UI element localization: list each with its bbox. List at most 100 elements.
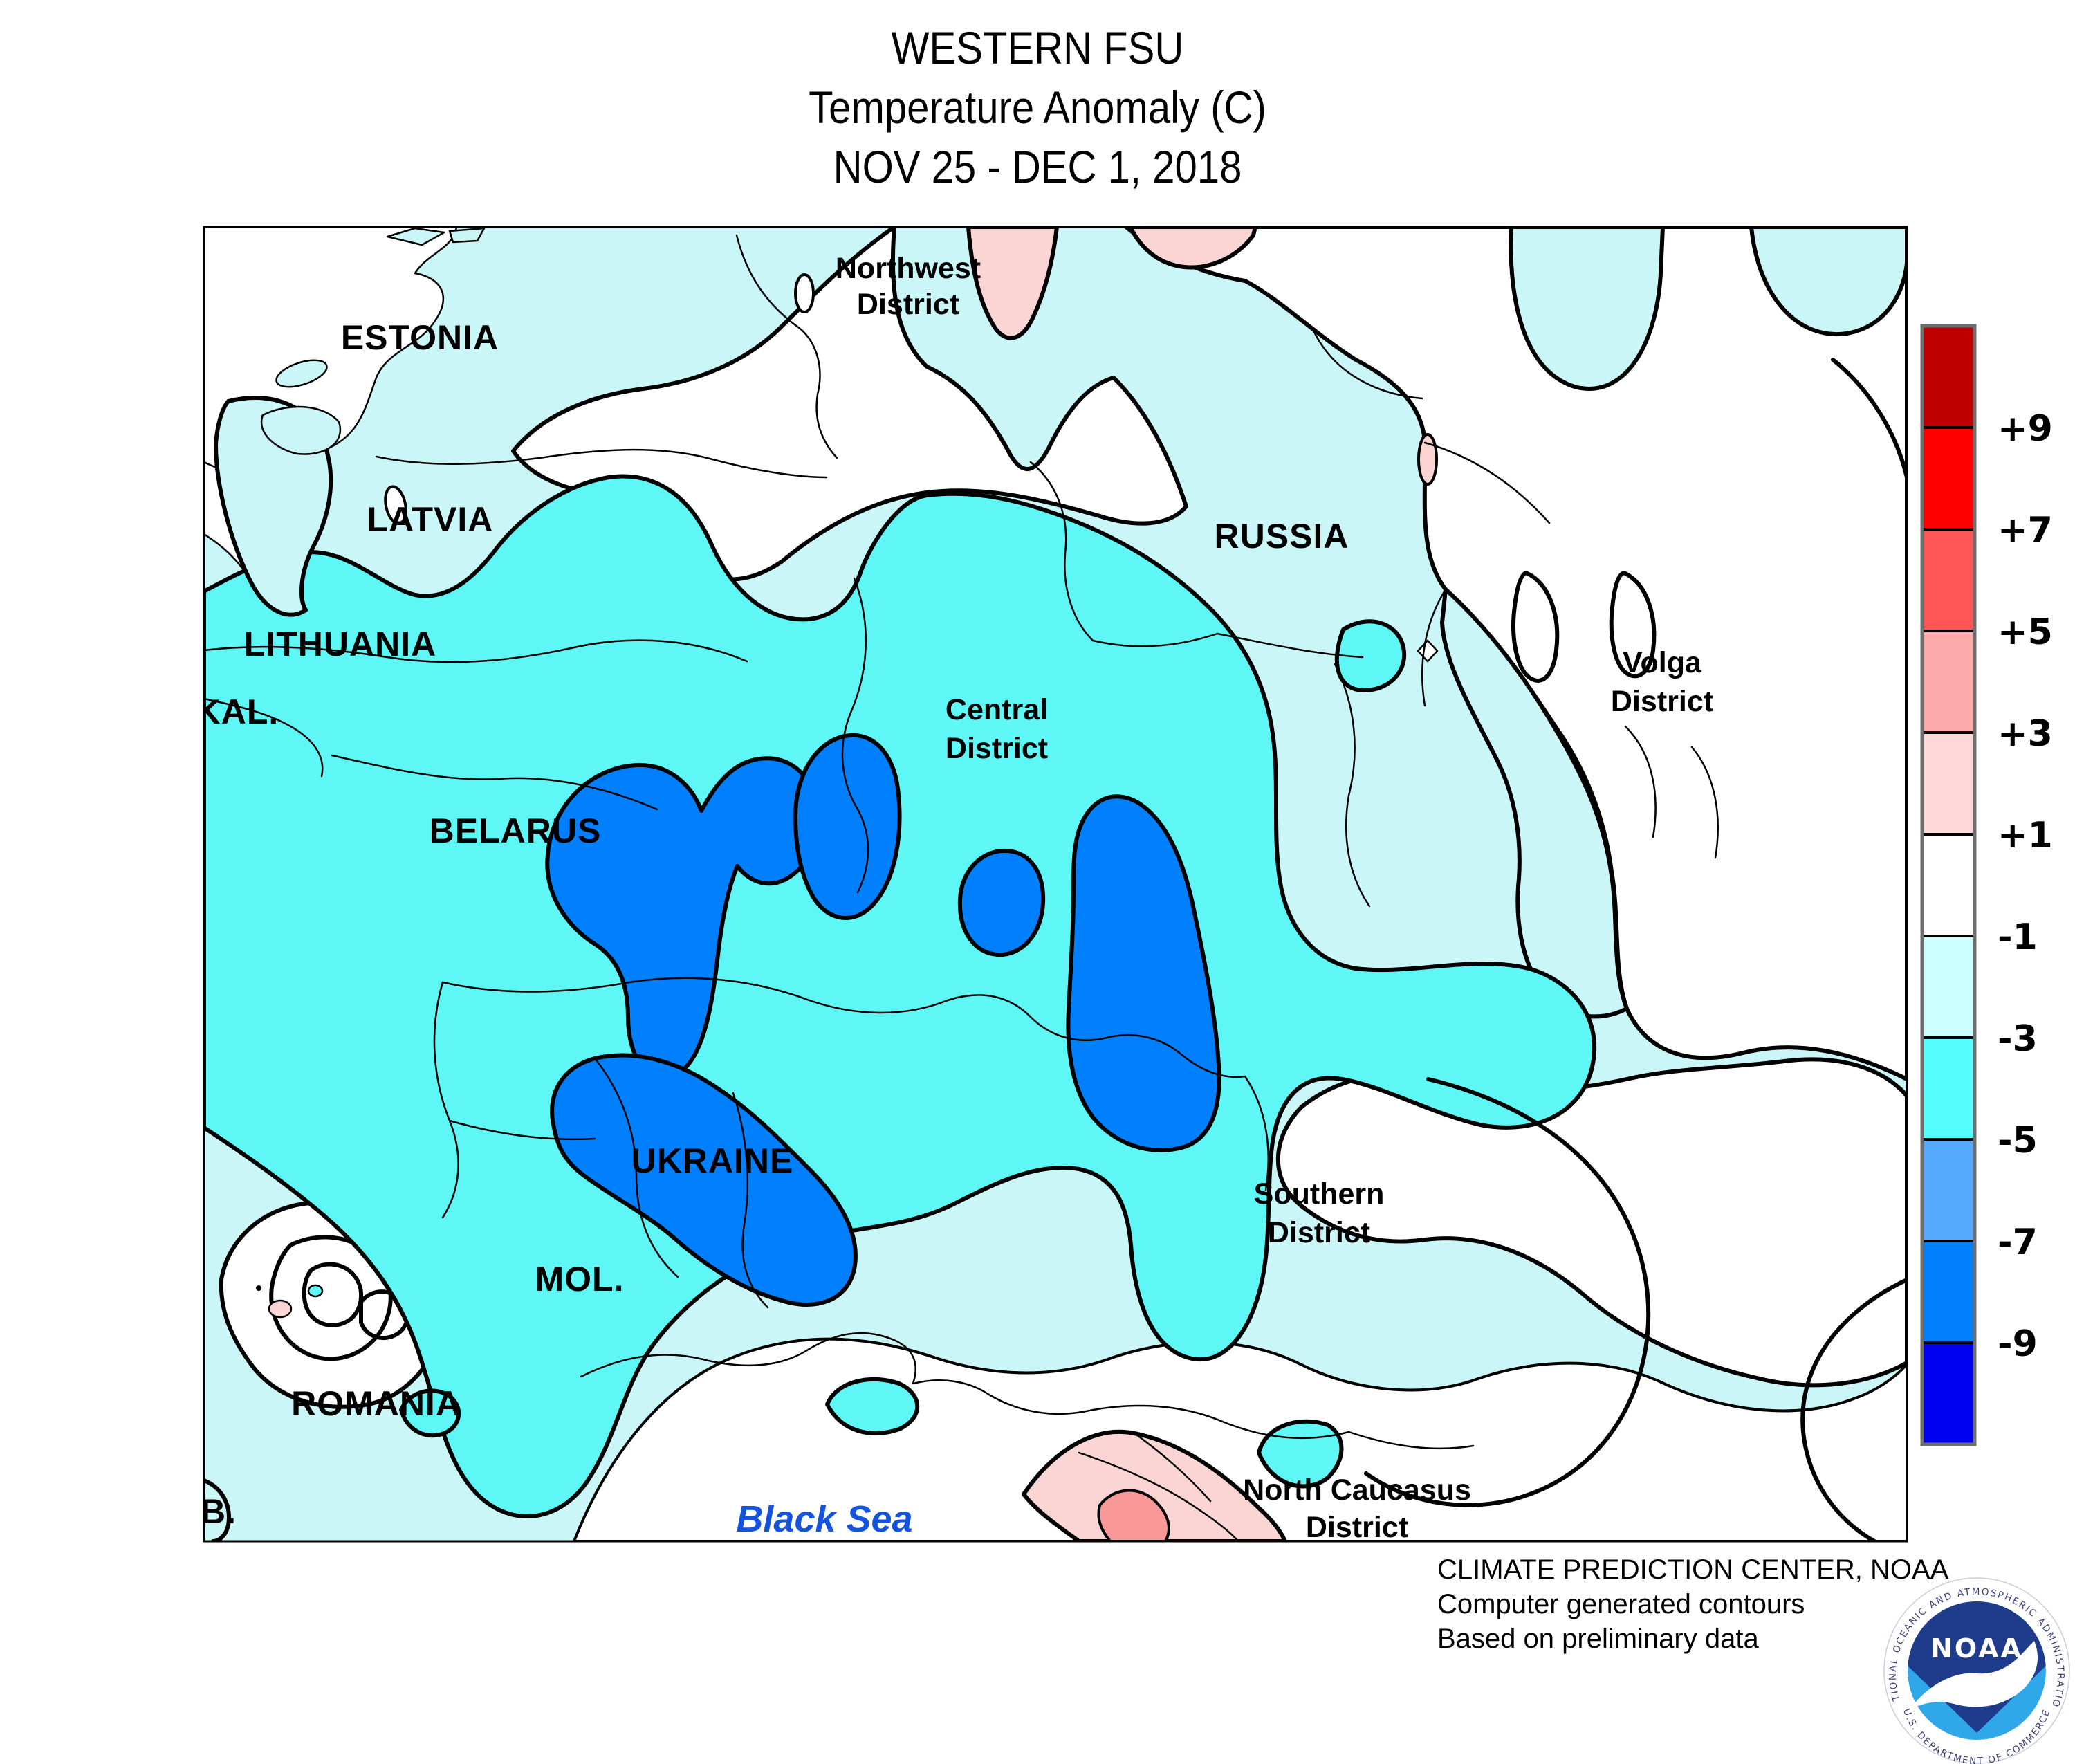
label-northwest-district-1: Northwest bbox=[836, 252, 981, 285]
legend-label-m1: -1 bbox=[1998, 917, 2038, 958]
credit-line-2: Computer generated contours bbox=[1437, 1589, 1805, 1619]
label-northwest-district-2: District bbox=[857, 288, 959, 321]
border-volga-internal bbox=[1624, 725, 1719, 859]
contour-right-edge-arc bbox=[1800, 1278, 1907, 1541]
border-estonia-south bbox=[375, 448, 828, 479]
noaa-logo-wordmark: NOAA bbox=[1930, 1633, 2023, 1664]
border-russia-internal-2 bbox=[1334, 663, 1371, 908]
label-latvia: LATVIA bbox=[367, 500, 494, 539]
region-volga-white-finger-1 bbox=[1511, 571, 1560, 683]
island-top-bits bbox=[386, 227, 486, 246]
legend-label-p1: +1 bbox=[1998, 815, 2053, 856]
region-pink-caucasus-band bbox=[1022, 1429, 1287, 1541]
legend-label-p3: +3 bbox=[1998, 713, 2053, 755]
label-russia: RUSSIA bbox=[1215, 517, 1349, 555]
island-saaremaa bbox=[260, 405, 342, 455]
legend-swatch-5 bbox=[1921, 833, 1976, 937]
label-central-district-2: District bbox=[946, 732, 1048, 765]
label-kaliningrad: KAL. bbox=[196, 692, 279, 731]
region-cyan-south-small bbox=[399, 1388, 461, 1438]
border-russia-internal-1 bbox=[1029, 461, 1219, 647]
legend-label-p5: +5 bbox=[1998, 612, 2053, 653]
legend-colorbar: +9 +7 +5 +3 +1 -1 -3 -5 -7 -9 bbox=[1920, 324, 2053, 1446]
label-southern-district-2: District bbox=[1268, 1216, 1370, 1249]
border-kaliningrad bbox=[204, 697, 324, 778]
region-blue-tall-oval bbox=[793, 733, 902, 920]
region-lightcyan-pocket-2 bbox=[1749, 227, 1907, 337]
credit-block: CLIMATE PREDICTION CENTER, NOAA Computer… bbox=[1437, 1552, 1948, 1656]
border-estonia-russia bbox=[735, 234, 838, 459]
map-frame bbox=[203, 226, 1908, 1543]
region-pink-small-oval bbox=[1417, 433, 1438, 486]
border-ukraine-moldova bbox=[433, 981, 596, 1219]
legend-label-p9: +9 bbox=[1998, 408, 2053, 450]
label-serbia-clipped: B. bbox=[201, 1492, 237, 1531]
region-cyan-main bbox=[204, 474, 1597, 1518]
region-pink-top-right bbox=[1128, 227, 1257, 270]
region-cyan-romania-spot bbox=[307, 1284, 324, 1298]
noaa-logo-seagull bbox=[1909, 1641, 2038, 1710]
legend-swatch-1 bbox=[1921, 426, 1976, 531]
legend-outline bbox=[1920, 324, 1977, 1446]
white-hole-northwest bbox=[794, 273, 815, 313]
romania-dot bbox=[256, 1285, 261, 1291]
label-volga-district-2: District bbox=[1611, 685, 1713, 718]
region-lightcyan-pocket-1 bbox=[1509, 227, 1665, 391]
legend-label-m7: -7 bbox=[1998, 1222, 2038, 1263]
legend-swatch-8 bbox=[1921, 1138, 1976, 1242]
legend-swatch-2 bbox=[1921, 528, 1976, 632]
label-estonia: ESTONIA bbox=[341, 318, 499, 357]
legend-swatch-4 bbox=[1921, 731, 1976, 836]
region-blue-belarus-west bbox=[545, 756, 819, 1080]
border-lithuania-belarus bbox=[331, 754, 658, 811]
region-volga-white-finger-2 bbox=[1609, 571, 1657, 679]
credit-line-1: CLIMATE PREDICTION CENTER, NOAA bbox=[1437, 1554, 1949, 1585]
label-ukraine: UKRAINE bbox=[631, 1141, 794, 1180]
coastline-black-sea bbox=[580, 1332, 1350, 1440]
noaa-logo-emblem: NOAA bbox=[1908, 1601, 2046, 1740]
border-ukraine-russia bbox=[946, 994, 1269, 1191]
region-blue-east-kidney bbox=[1066, 794, 1221, 1152]
region-deep-pink-caucasus bbox=[1097, 1489, 1170, 1541]
label-southern-district-1: Southern bbox=[1254, 1177, 1385, 1211]
border-caucasus bbox=[1078, 1431, 1475, 1541]
label-moldova: MOL. bbox=[535, 1260, 625, 1298]
contour-corner-arc bbox=[204, 1478, 231, 1541]
border-russia-internal-3 bbox=[1216, 588, 1447, 707]
legend-swatch-0 bbox=[1921, 324, 1976, 429]
credit-line-3: Based on preliminary data bbox=[1437, 1624, 1759, 1654]
label-volga-district-1: Volga bbox=[1623, 646, 1702, 679]
label-north-caucasus-district-2: District bbox=[1306, 1511, 1408, 1544]
label-north-caucasus-district-1: North Caucasus bbox=[1243, 1473, 1471, 1507]
label-black-sea: Black Sea bbox=[736, 1498, 912, 1540]
legend-swatch-3 bbox=[1921, 630, 1976, 734]
border-russia-internal-4 bbox=[1313, 331, 1551, 524]
contour-topright-arc bbox=[1831, 358, 1907, 479]
label-belarus: BELARUS bbox=[430, 811, 602, 850]
title-line-3: NOV 25 - DEC 1, 2018 bbox=[833, 141, 1242, 192]
legend-swatch-7 bbox=[1921, 1036, 1976, 1141]
white-hole-latvia bbox=[384, 485, 407, 525]
legend-swatch-9 bbox=[1921, 1240, 1976, 1344]
legend-label-m5: -5 bbox=[1998, 1120, 2038, 1161]
title-line-1: WESTERN FSU bbox=[891, 22, 1184, 73]
label-central-district-1: Central bbox=[946, 693, 1048, 726]
title-line-2: Temperature Anomaly (C) bbox=[809, 82, 1266, 133]
region-blue-moldova bbox=[550, 1053, 858, 1307]
noaa-logo-darkblue-diamond bbox=[1908, 1601, 2046, 1733]
region-blue-small-round bbox=[957, 848, 1046, 957]
contour-romania-loop-2 bbox=[302, 1262, 364, 1327]
map-area: ESTONIA LATVIA LITHUANIA KAL. BELARUS UK… bbox=[196, 227, 1907, 1544]
region-cyan-crimea bbox=[825, 1377, 920, 1435]
legend-label-p7: +7 bbox=[1998, 510, 2053, 551]
island-hiiumaa bbox=[275, 359, 328, 388]
region-volga-lightcyan bbox=[1440, 587, 1629, 1019]
border-moldova bbox=[593, 1057, 769, 1309]
region-pink-top-left bbox=[966, 227, 1059, 340]
legend-label-m3: -3 bbox=[1998, 1018, 2038, 1060]
region-white-wedge bbox=[511, 227, 1188, 582]
legend-label-m9: -9 bbox=[1998, 1323, 2038, 1365]
contour-southeast-loop bbox=[1364, 1077, 1651, 1507]
